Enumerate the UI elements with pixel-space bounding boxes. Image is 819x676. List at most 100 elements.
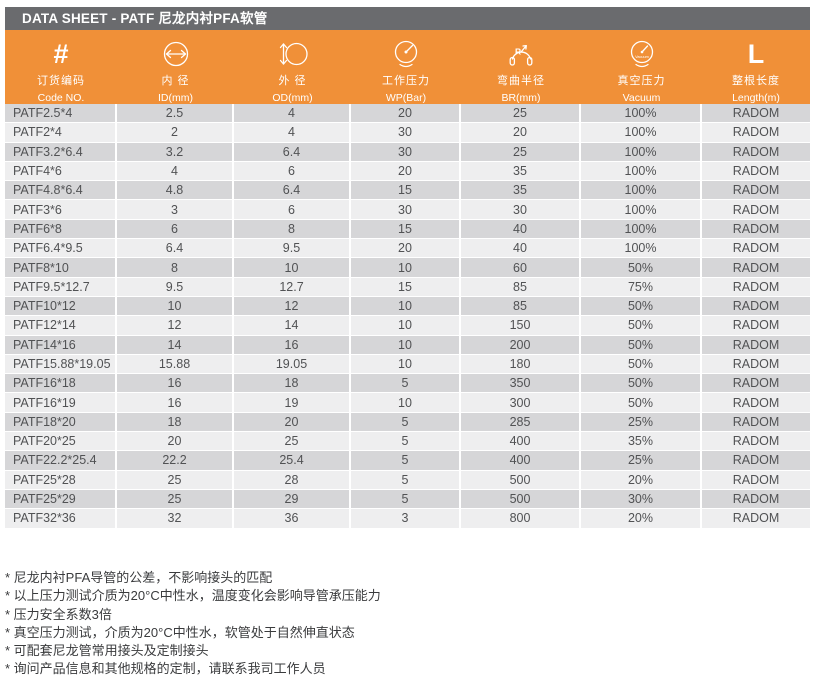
table-cell: 25% (581, 451, 700, 470)
table-cell: RADOM (702, 161, 810, 181)
table-cell: PATF8*10 (5, 258, 115, 277)
table-cell: 12 (117, 316, 232, 335)
column-label-en: OD(mm) (272, 92, 313, 104)
table-cell: RADOM (702, 142, 810, 161)
table-cell: RADOM (702, 412, 810, 432)
table-cell: 16 (234, 335, 349, 354)
column-label-en: Length(m) (732, 92, 780, 104)
table-cell: 12 (234, 296, 349, 316)
table-cell: 100% (581, 104, 700, 123)
table-cell: PATF10*12 (5, 296, 115, 316)
table-cell: PATF16*19 (5, 393, 115, 412)
table-row: PATF18*20 18 20 5 285 25% RADOM (5, 412, 810, 432)
table-cell: 28 (234, 470, 349, 489)
table-cell: 6.4 (117, 239, 232, 258)
column-label-zh: 真空压力 (617, 75, 666, 87)
table-row: PATF10*12 10 12 10 85 50% RADOM (5, 296, 810, 316)
table-cell: 50% (581, 374, 700, 393)
footnote-line: * 可配套尼龙管常用接头及定制接头 (5, 643, 209, 659)
table-row: PATF9.5*12.7 9.5 12.7 15 85 75% RADOM (5, 277, 810, 296)
table-cell: 50% (581, 316, 700, 335)
table-cell: 12.7 (234, 277, 349, 296)
table-cell: PATF12*14 (5, 316, 115, 335)
table-cell: 5 (351, 489, 459, 509)
table-cell: 100% (581, 219, 700, 239)
table-cell: PATF25*28 (5, 470, 115, 489)
table-cell: 25.4 (234, 451, 349, 470)
table-row: PATF3.2*6.4 3.2 6.4 30 25 100% RADOM (5, 142, 810, 161)
column-label-en: Vacuum (622, 92, 661, 104)
table-cell: PATF25*29 (5, 489, 115, 509)
table-cell: 10 (351, 335, 459, 354)
footnote-line: * 尼龙内衬PFA导管的公差，不影响接头的匹配 (5, 570, 273, 585)
table-cell: 2.5 (117, 104, 232, 123)
footnote-line: * 真空压力测试，介质为20°C中性水，软管处于自然伸直状态 (5, 624, 355, 640)
column-label-en: BR(mm) (501, 92, 541, 104)
table-cell: 30 (351, 123, 459, 142)
column-label-zh: 订货编码 (37, 75, 85, 87)
table-body: PATF2.5*4 2.5 4 20 25 100% RADOM PATF2*4 2 4 30 20 1… (5, 104, 810, 529)
table-row: PATF4.8*6.4 4.8 6.4 15 35 100% RADOM (5, 181, 810, 200)
table-cell: 50% (581, 393, 700, 412)
table-cell: RADOM (702, 432, 810, 451)
table-row: PATF2.5*4 2.5 4 20 25 100% RADOM (5, 104, 810, 123)
table-cell: 10 (351, 258, 459, 277)
svg-text:Vacuum: Vacuum (635, 55, 649, 59)
table-cell: 5 (351, 470, 459, 489)
table-cell: 400 (461, 451, 579, 470)
table-cell: 285 (461, 412, 579, 432)
table-cell: 6.4 (234, 181, 349, 200)
table-cell: PATF6*8 (5, 219, 115, 239)
table-cell: PATF2*4 (5, 123, 115, 142)
table-cell: 15 (351, 277, 459, 296)
table-cell: 20% (581, 470, 700, 489)
table-cell: RADOM (702, 354, 810, 374)
table-cell: 350 (461, 374, 579, 393)
table-cell: 6.4 (234, 142, 349, 161)
column-label-zh: 弯曲半径 (497, 75, 545, 87)
table-cell: 100% (581, 181, 700, 200)
table-cell: 6 (234, 200, 349, 219)
length-icon: L (747, 38, 765, 69)
column-label-en: WP(Bar) (385, 92, 427, 104)
table-row: PATF32*36 32 36 3 800 20% RADOM (5, 509, 810, 528)
table-cell: 75% (581, 277, 700, 296)
table-cell: 10 (351, 296, 459, 316)
table-cell: 3 (117, 200, 232, 219)
table-cell: 25 (117, 489, 232, 509)
table-cell: RADOM (702, 181, 810, 200)
footnotes: * 尼龙内衬PFA导管的公差，不影响接头的匹配 * 以上压力测试介质为20°C中性… (5, 569, 381, 676)
table-cell: 19 (234, 393, 349, 412)
table-cell: 25 (461, 142, 579, 161)
table-cell: PATF32*36 (5, 509, 115, 528)
table-cell: RADOM (702, 104, 810, 123)
table-cell: PATF3*6 (5, 200, 115, 219)
table-cell: 200 (461, 335, 579, 354)
table-cell: 100% (581, 200, 700, 219)
table-cell: 20 (351, 239, 459, 258)
column-header-vacuum: Vacuum 真空压力 Vacuum (581, 30, 702, 104)
table-cell: RADOM (702, 200, 810, 219)
column-label-en: ID(mm) (158, 92, 193, 104)
table-cell: 20 (117, 432, 232, 451)
column-label-zh: 外 径 (278, 75, 307, 87)
table-row: PATF2*4 2 4 30 20 100% RADOM (5, 123, 810, 142)
table-cell: 20 (351, 161, 459, 181)
table-cell: 20 (351, 104, 459, 123)
table-cell: 2 (117, 123, 232, 142)
table-cell: 8 (117, 258, 232, 277)
table-cell: 10 (351, 354, 459, 374)
table-row: PATF8*10 8 10 10 60 50% RADOM (5, 258, 810, 277)
table-cell: 40 (461, 239, 579, 258)
table-row: PATF6.4*9.5 6.4 9.5 20 40 100% RADOM (5, 239, 810, 258)
table-cell: 35 (461, 161, 579, 181)
table-cell: 4 (117, 161, 232, 181)
table-row: PATF20*25 20 25 5 400 35% RADOM (5, 432, 810, 451)
column-header-br: R 弯曲半径 BR(mm) (461, 30, 581, 104)
table-cell: 8 (234, 219, 349, 239)
table-cell: 60 (461, 258, 579, 277)
table-cell: RADOM (702, 470, 810, 489)
table-row: PATF6*8 6 8 15 40 100% RADOM (5, 219, 810, 239)
footnote-line: * 询问产品信息和其他规格的定制，请联系我司工作人员 (5, 661, 326, 676)
svg-text:R: R (515, 47, 521, 57)
